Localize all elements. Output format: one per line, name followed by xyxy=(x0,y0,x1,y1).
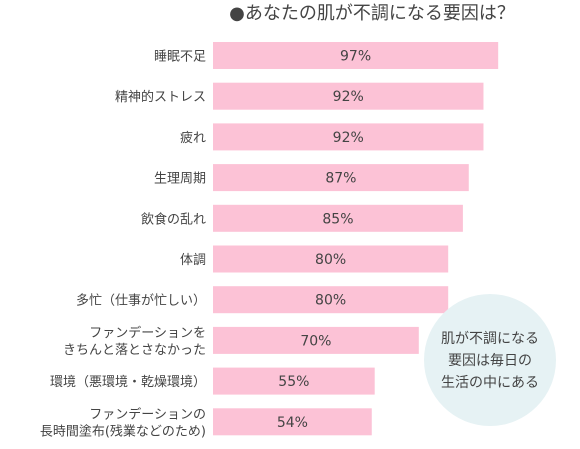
annotation-text: 肌が不調になる要因は毎日の生活の中にある xyxy=(441,331,539,391)
category-label: 環境（悪環境・乾燥環境） xyxy=(50,375,206,390)
bar-value-label: 92% xyxy=(333,130,364,146)
bar xyxy=(213,245,449,273)
category-label: きちんと落とさなかった xyxy=(63,343,206,358)
bar xyxy=(213,164,469,192)
bar-value-label: 87% xyxy=(325,171,356,187)
bar xyxy=(213,286,449,314)
annotation-bubble xyxy=(424,294,556,426)
category-label: 多忙（仕事が忙しい） xyxy=(76,293,206,309)
category-label: 精神的ストレス xyxy=(115,89,206,105)
annotation-line: 生活の中にある xyxy=(441,375,539,391)
annotation-line: 肌が不調になる xyxy=(441,331,539,347)
category-label: 睡眠不足 xyxy=(154,50,206,65)
bar xyxy=(213,82,484,110)
category-label: 生理周期 xyxy=(154,172,206,187)
category-label: 飲食の乱れ xyxy=(141,211,206,227)
bar xyxy=(213,367,375,395)
bar xyxy=(213,123,484,151)
bar-value-label: 54% xyxy=(277,415,308,431)
bar-value-label: 97% xyxy=(340,49,371,65)
bar xyxy=(213,408,372,436)
chart-title: ●あなたの肌が不調になる要因は？ xyxy=(229,3,515,24)
bars-layer: 97% 92% 92% 87% 85% 80% 80% 70% 55% 54% xyxy=(213,42,499,436)
bar-value-label: 80% xyxy=(315,293,346,309)
annotation-line: 要因は毎日の xyxy=(448,353,532,369)
bar-value-label: 80% xyxy=(315,252,346,268)
category-label: 長時間塗布(残業などのため) xyxy=(40,423,206,439)
bar xyxy=(213,42,499,69)
category-label: 体調 xyxy=(180,253,206,268)
bar-value-label: 85% xyxy=(322,211,353,227)
bar-value-label: 55% xyxy=(278,374,309,390)
bar-value-label: 70% xyxy=(300,333,331,349)
bar xyxy=(213,204,463,232)
category-label: ファンデーションを xyxy=(89,325,206,341)
bar-value-label: 92% xyxy=(333,89,364,105)
bar xyxy=(213,326,419,354)
category-label: 疲れ xyxy=(180,130,206,146)
category-label: ファンデーションの xyxy=(89,406,206,422)
